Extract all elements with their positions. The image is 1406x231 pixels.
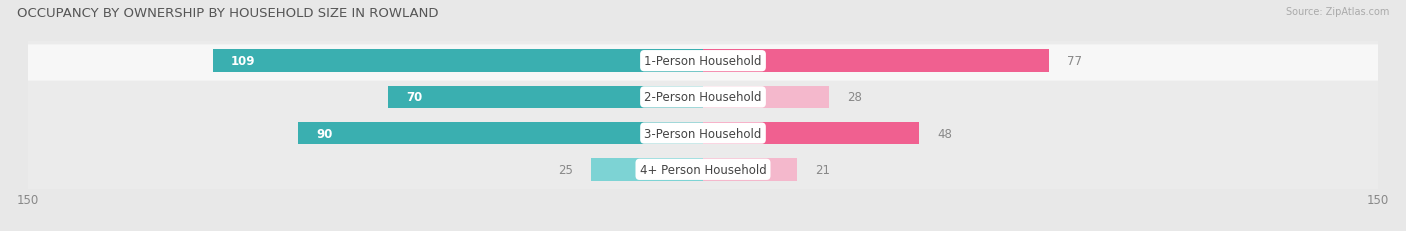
Bar [591, 158, 703, 181]
Text: 77: 77 [1067, 55, 1083, 68]
Bar [212, 50, 703, 73]
Text: 4+ Person Household: 4+ Person Household [640, 163, 766, 176]
Bar [298, 122, 703, 145]
Bar [388, 86, 703, 109]
Bar [703, 50, 1049, 73]
Text: 25: 25 [558, 163, 572, 176]
FancyBboxPatch shape [20, 45, 1386, 222]
Text: Source: ZipAtlas.com: Source: ZipAtlas.com [1285, 7, 1389, 17]
Text: 3-Person Household: 3-Person Household [644, 127, 762, 140]
FancyBboxPatch shape [20, 9, 1386, 186]
Text: 90: 90 [316, 127, 332, 140]
Text: 1-Person Household: 1-Person Household [644, 55, 762, 68]
Text: 2-Person Household: 2-Person Household [644, 91, 762, 104]
Text: 21: 21 [815, 163, 831, 176]
Bar [703, 86, 830, 109]
FancyBboxPatch shape [20, 0, 1386, 150]
Text: 109: 109 [231, 55, 254, 68]
Text: 70: 70 [406, 91, 422, 104]
Text: OCCUPANCY BY OWNERSHIP BY HOUSEHOLD SIZE IN ROWLAND: OCCUPANCY BY OWNERSHIP BY HOUSEHOLD SIZE… [17, 7, 439, 20]
Bar [703, 122, 920, 145]
Text: 28: 28 [846, 91, 862, 104]
Bar [703, 158, 797, 181]
Text: 48: 48 [936, 127, 952, 140]
FancyBboxPatch shape [20, 81, 1386, 231]
